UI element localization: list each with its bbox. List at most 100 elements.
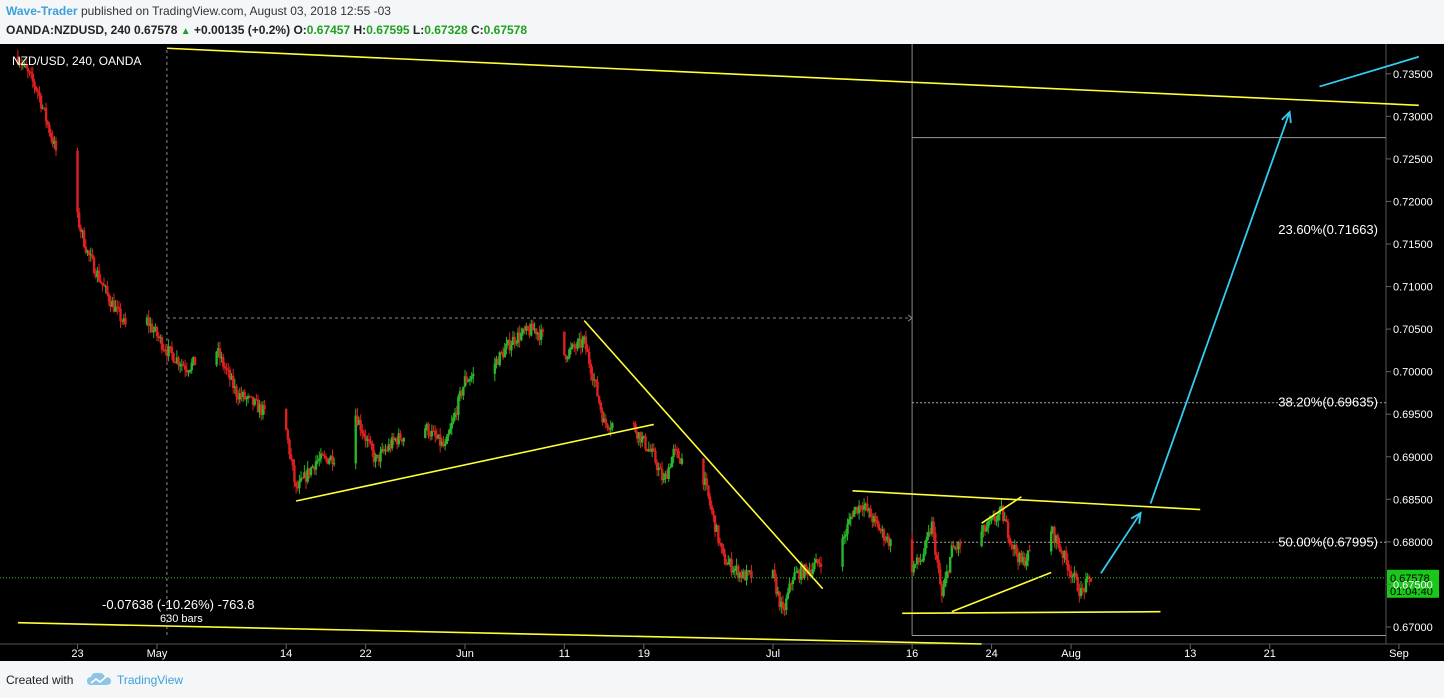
open-label: O: [293, 23, 307, 37]
candle-body [852, 510, 856, 517]
candle-body [783, 608, 786, 611]
candle-body [455, 412, 458, 416]
candle-body [1086, 576, 1089, 579]
candle-body [366, 439, 369, 441]
candle-body [167, 346, 170, 357]
candle-body [256, 399, 260, 413]
candle-body [793, 572, 796, 580]
candle-body [228, 369, 232, 380]
candle-body [818, 562, 821, 564]
candle-body [183, 365, 187, 370]
candle-body [584, 336, 588, 350]
arrowhead-icon [1130, 511, 1142, 524]
fib-level-label: 23.60%(0.71663) [1278, 222, 1378, 237]
candle-body [849, 516, 853, 520]
chart-title: NZD/USD, 240, OANDA [12, 54, 141, 68]
last-price-tag [1387, 569, 1439, 598]
candle-body [569, 347, 573, 350]
candle-body [1056, 535, 1060, 544]
candle-body [1053, 527, 1056, 543]
tradingview-cloud-icon[interactable] [86, 671, 112, 687]
candle-body [34, 86, 38, 91]
candle-body [929, 531, 932, 534]
candle-body [667, 467, 670, 479]
candle-body [1074, 572, 1078, 577]
candle-body [18, 63, 21, 65]
projection-arrow [1149, 111, 1291, 504]
candle-body [1066, 560, 1069, 571]
candle-body [41, 107, 44, 109]
candle-body [114, 306, 117, 312]
x-tick-label: 16 [906, 648, 918, 660]
candle-body [248, 395, 251, 397]
tradingview-brand-link[interactable]: TradingView [117, 673, 184, 687]
candle-body [581, 340, 584, 348]
candle-body [296, 486, 299, 489]
candle-body [535, 328, 538, 335]
candle-body [592, 379, 596, 381]
candle-body [1005, 519, 1008, 523]
candle-body [82, 230, 86, 247]
publish-line: Wave-Trader published on TradingView.com… [6, 4, 391, 18]
candle-body [145, 317, 149, 325]
candle-body [606, 423, 609, 429]
candle-body [876, 519, 879, 524]
candle-body [587, 352, 591, 364]
candle-body [149, 323, 152, 326]
candle-body [294, 482, 298, 487]
candle-body [458, 391, 462, 397]
candle-body [87, 250, 91, 255]
candle-body [718, 542, 722, 544]
candle-body [442, 441, 445, 447]
candle-body [707, 485, 710, 497]
price-chart[interactable]: 23.60%(0.71663) 38.20%(0.69635) 50.00%(0.6… [0, 44, 1444, 661]
candle-body [1015, 544, 1018, 554]
candle-body [38, 91, 41, 96]
candle-body [102, 284, 106, 287]
y-tick-label: 0.68500 [1393, 494, 1433, 506]
candle-body [331, 455, 334, 465]
plot-area[interactable] [0, 44, 1386, 661]
candle-body [874, 515, 877, 520]
chart-header: Wave-Trader published on TradingView.com… [0, 0, 1444, 44]
trendline-triangle-top [852, 490, 1201, 511]
candle-body [89, 254, 92, 256]
candle-body [182, 364, 185, 366]
x-tick-label: Jun [456, 648, 474, 660]
candle-body [790, 583, 793, 585]
candle-body [394, 438, 397, 441]
candle-body [723, 553, 727, 565]
candle-body [357, 420, 361, 425]
candle-body [467, 380, 470, 382]
candle-body [992, 516, 995, 518]
candle-body [241, 392, 245, 397]
candle-body [995, 520, 998, 522]
high-value: 0.67595 [366, 23, 410, 37]
candle-body [170, 346, 174, 354]
candle-body [400, 439, 404, 442]
candle-body [640, 436, 644, 443]
candle-body [730, 558, 733, 573]
candle-body [309, 467, 313, 476]
candle-body [97, 270, 101, 281]
trendline-may-june-support [295, 423, 654, 502]
candle-body [384, 449, 387, 452]
candle-body [289, 454, 293, 460]
candle-body [92, 257, 96, 274]
candle-body [245, 398, 248, 400]
candle-body [578, 338, 581, 342]
candle-body [944, 578, 947, 587]
author-link[interactable]: Wave-Trader [6, 4, 78, 18]
price-axis[interactable] [1386, 44, 1444, 661]
candle-body [778, 591, 781, 608]
candle-body [319, 453, 323, 459]
candle-body [28, 71, 31, 73]
y-tick-label: 0.69000 [1393, 452, 1433, 464]
candle-body [385, 449, 389, 451]
candle-body [508, 339, 511, 351]
candle-body [733, 568, 737, 571]
candle-body [854, 507, 857, 511]
candle-body [51, 137, 54, 145]
candle-body [636, 432, 639, 439]
candle-body [364, 436, 367, 441]
